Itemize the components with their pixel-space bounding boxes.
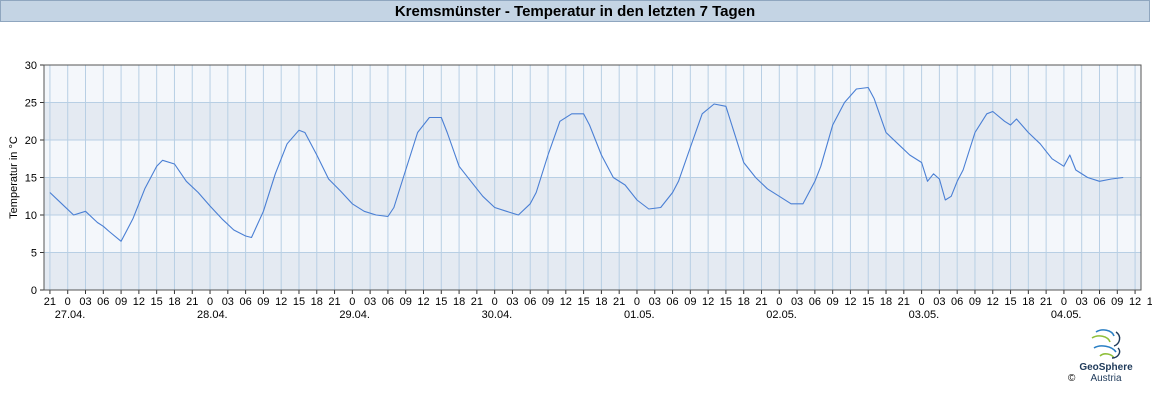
x-tick-label: 0: [634, 296, 640, 308]
x-tick-label: 12: [275, 296, 287, 308]
date-label: 01.05.: [624, 309, 655, 321]
x-tick-label: 15: [293, 296, 305, 308]
plot-frame: [43, 64, 1142, 291]
x-tick-label: 15: [1147, 296, 1152, 308]
x-tick-label: 0: [65, 296, 71, 308]
x-tick-label: 12: [844, 296, 856, 308]
x-tick-label: 15: [720, 296, 732, 308]
chart-title: Kremsmünster - Temperatur in den letzten…: [394, 3, 756, 20]
x-tick-label: 12: [560, 296, 572, 308]
x-tick-label: 21: [471, 296, 483, 308]
date-label: 28.04.: [197, 309, 228, 321]
x-tick-label: 06: [97, 296, 109, 308]
x-tick-label: 09: [400, 296, 412, 308]
copyright-mark: ©: [1068, 373, 1076, 384]
x-tick-label: 18: [738, 296, 750, 308]
x-tick-label: 0: [492, 296, 498, 308]
x-tick-label: 18: [168, 296, 180, 308]
x-tick-label: 03: [791, 296, 803, 308]
x-tick-label: 21: [186, 296, 198, 308]
x-tick-label: 12: [133, 296, 145, 308]
date-label: 04.05.: [1051, 309, 1082, 321]
x-tick-label: 21: [44, 296, 56, 308]
y-tick-label: 10: [25, 210, 37, 222]
date-label: 27.04.: [55, 309, 86, 321]
x-tick-label: 12: [1129, 296, 1141, 308]
x-tick-label: 15: [151, 296, 163, 308]
x-tick-label: 06: [1093, 296, 1105, 308]
x-tick-label: 15: [1004, 296, 1016, 308]
plot-band: [44, 102, 1141, 140]
x-tick-label: 03: [222, 296, 234, 308]
x-tick-label: 03: [79, 296, 91, 308]
y-tick-label: 20: [25, 135, 37, 147]
y-tick-label: 5: [31, 248, 37, 260]
y-tick-label: 0: [31, 285, 37, 297]
x-tick-label: 12: [987, 296, 999, 308]
x-tick-label: 0: [349, 296, 355, 308]
date-label: 30.04.: [482, 309, 513, 321]
y-tick-label: 15: [25, 173, 37, 185]
plot-band: [44, 177, 1141, 215]
x-tick-label: 0: [1061, 296, 1067, 308]
x-tick-label: 21: [755, 296, 767, 308]
x-tick-label: 09: [1111, 296, 1123, 308]
brand-subtitle: Austria: [1090, 373, 1122, 384]
x-tick-label: 09: [115, 296, 127, 308]
geosphere-emblem-icon: [1091, 329, 1121, 359]
x-tick-label: 18: [311, 296, 323, 308]
x-tick-label: 15: [577, 296, 589, 308]
y-tick-label: 30: [25, 60, 37, 72]
x-tick-label: 03: [933, 296, 945, 308]
x-tick-label: 06: [239, 296, 251, 308]
x-tick-label: 06: [382, 296, 394, 308]
x-tick-label: 18: [595, 296, 607, 308]
y-tick-label: 25: [25, 98, 37, 110]
x-tick-label: 03: [506, 296, 518, 308]
geosphere-logo: GeoSphere Austria: [1072, 326, 1152, 400]
plot-band: [44, 65, 1141, 103]
x-tick-label: 0: [207, 296, 213, 308]
x-tick-label: 09: [542, 296, 554, 308]
x-tick-label: 21: [613, 296, 625, 308]
x-tick-label: 03: [1076, 296, 1088, 308]
x-tick-label: 09: [827, 296, 839, 308]
x-tick-label: 03: [649, 296, 661, 308]
x-tick-label: 09: [684, 296, 696, 308]
x-tick-label: 15: [435, 296, 447, 308]
x-tick-label: 06: [524, 296, 536, 308]
x-tick-label: 09: [969, 296, 981, 308]
temperature-line: [49, 86, 1124, 242]
date-label: 03.05.: [909, 309, 940, 321]
date-label: 29.04.: [339, 309, 370, 321]
x-tick-label: 21: [1040, 296, 1052, 308]
y-axis-label: Temperatur in °C: [8, 136, 20, 219]
x-tick-label: 12: [702, 296, 714, 308]
x-tick-label: 21: [328, 296, 340, 308]
plot-band: [44, 252, 1141, 290]
x-tick-label: 0: [919, 296, 925, 308]
x-tick-label: 06: [666, 296, 678, 308]
plot-band: [44, 215, 1141, 253]
x-tick-label: 0: [776, 296, 782, 308]
chart-title-bar: Kremsmünster - Temperatur in den letzten…: [0, 0, 1150, 22]
x-tick-label: 21: [898, 296, 910, 308]
x-tick-label: 12: [417, 296, 429, 308]
x-tick-label: 06: [951, 296, 963, 308]
plot-band: [44, 140, 1141, 178]
x-tick-label: 09: [257, 296, 269, 308]
x-tick-label: 03: [364, 296, 376, 308]
brand-name: GeoSphere: [1079, 362, 1133, 373]
x-tick-label: 18: [1022, 296, 1034, 308]
x-tick-label: 06: [809, 296, 821, 308]
x-tick-label: 15: [862, 296, 874, 308]
x-tick-label: 18: [880, 296, 892, 308]
x-tick-label: 18: [453, 296, 465, 308]
date-label: 02.05.: [766, 309, 797, 321]
